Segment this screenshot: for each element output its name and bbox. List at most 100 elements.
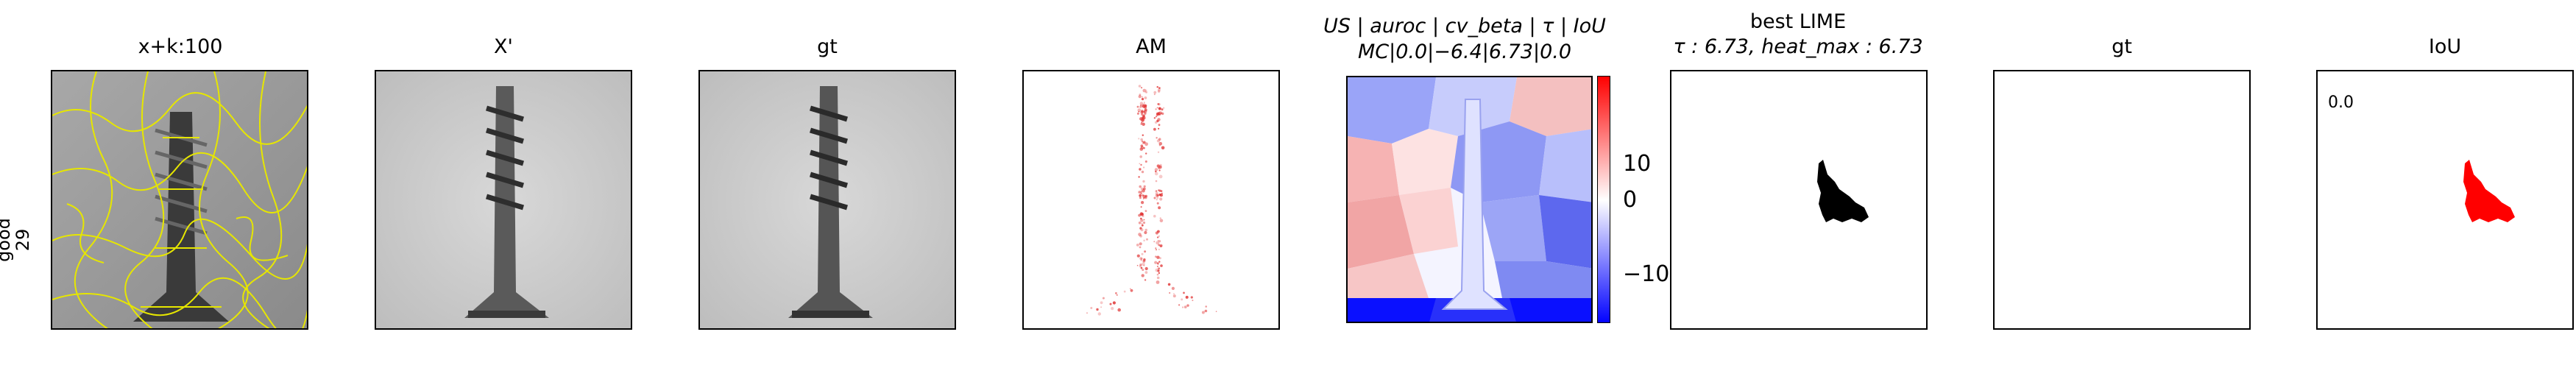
am-point bbox=[1157, 269, 1160, 272]
am-point bbox=[1156, 241, 1160, 245]
am-map-panel bbox=[1022, 70, 1280, 330]
am-point bbox=[1215, 311, 1217, 313]
am-point bbox=[1141, 201, 1144, 205]
am-point bbox=[1169, 292, 1171, 294]
am-point bbox=[1123, 290, 1126, 293]
am-point bbox=[1141, 121, 1143, 124]
am-point bbox=[1156, 280, 1160, 284]
am-point bbox=[1158, 127, 1160, 130]
am-point bbox=[1167, 283, 1171, 286]
am-point bbox=[1140, 259, 1142, 261]
am-point bbox=[1142, 194, 1144, 197]
am-point bbox=[1136, 112, 1139, 115]
am-points bbox=[1086, 85, 1217, 316]
am-point bbox=[1142, 262, 1145, 266]
am-point bbox=[1140, 206, 1142, 208]
am-point bbox=[1154, 121, 1158, 124]
am-point bbox=[1139, 227, 1142, 230]
am-point bbox=[1159, 219, 1164, 223]
panel-title-am: AM bbox=[1136, 35, 1167, 58]
colorbar-tick-label: 10 bbox=[1623, 151, 1652, 177]
am-point bbox=[1141, 141, 1144, 143]
am-point bbox=[1140, 110, 1143, 114]
am-point bbox=[1139, 197, 1142, 199]
am-point bbox=[1161, 108, 1164, 111]
am-point bbox=[1142, 259, 1146, 263]
am-point bbox=[1140, 266, 1143, 269]
am-point bbox=[1141, 87, 1142, 89]
am-point bbox=[1143, 185, 1146, 188]
am-point bbox=[1141, 252, 1144, 255]
us-heatmap-panel bbox=[1346, 76, 1593, 323]
am-point bbox=[1153, 91, 1157, 94]
am-point bbox=[1141, 170, 1144, 174]
am-point bbox=[1158, 249, 1160, 250]
am-point bbox=[1139, 246, 1142, 249]
am-point bbox=[1155, 116, 1158, 118]
am-point bbox=[1204, 309, 1208, 313]
am-point bbox=[1144, 196, 1147, 199]
am-point bbox=[1142, 198, 1144, 199]
am-point bbox=[1141, 222, 1143, 224]
am-point bbox=[1130, 289, 1133, 292]
am-point bbox=[1154, 168, 1158, 171]
am-point bbox=[1158, 87, 1161, 89]
am-point bbox=[1142, 180, 1145, 183]
am-point bbox=[1159, 217, 1161, 219]
am-point bbox=[1111, 307, 1114, 311]
am-point bbox=[1143, 146, 1145, 149]
panel-title-iou: IoU bbox=[2428, 35, 2462, 58]
am-point bbox=[1137, 108, 1142, 112]
am-point bbox=[1142, 96, 1143, 98]
am-point bbox=[1158, 113, 1160, 116]
am-point bbox=[1183, 305, 1187, 308]
am-point bbox=[1153, 127, 1156, 131]
am-point bbox=[1156, 86, 1158, 88]
am-point bbox=[1100, 301, 1103, 305]
panel-title-us-line1: US | auroc | cv_beta | τ | IoU bbox=[1323, 15, 1606, 38]
am-point bbox=[1154, 261, 1158, 264]
am-point bbox=[1156, 266, 1158, 267]
am-point bbox=[1140, 138, 1143, 141]
am-point bbox=[1140, 191, 1142, 193]
am-point bbox=[1156, 137, 1158, 139]
am-point bbox=[1157, 194, 1159, 197]
am-point bbox=[1143, 264, 1145, 266]
am-point bbox=[1157, 103, 1159, 105]
am-point bbox=[1144, 271, 1148, 274]
am-point bbox=[1161, 146, 1165, 150]
am-point bbox=[1138, 191, 1141, 194]
superpixel-edges bbox=[52, 71, 307, 328]
am-point bbox=[1154, 171, 1158, 176]
am-point bbox=[1142, 122, 1145, 126]
am-point bbox=[1139, 163, 1141, 165]
am-point bbox=[1173, 293, 1175, 294]
am-point bbox=[1190, 296, 1193, 299]
am-point bbox=[1141, 113, 1144, 116]
am-point bbox=[1139, 185, 1142, 188]
am-point bbox=[1116, 294, 1118, 296]
am-point bbox=[1145, 152, 1147, 155]
am-point bbox=[1171, 286, 1175, 290]
am-point bbox=[1142, 116, 1146, 120]
am-point bbox=[1139, 192, 1142, 194]
am-point bbox=[1143, 141, 1146, 144]
am-point bbox=[1138, 95, 1142, 99]
screw-shape bbox=[788, 86, 873, 318]
am-point bbox=[1100, 306, 1102, 308]
am-point bbox=[1181, 298, 1183, 301]
am-point bbox=[1140, 146, 1144, 149]
am-point bbox=[1156, 107, 1158, 109]
am-point bbox=[1161, 112, 1164, 116]
am-point bbox=[1143, 219, 1145, 221]
am-point bbox=[1140, 123, 1142, 125]
am-point bbox=[1109, 302, 1112, 305]
am-point bbox=[1156, 199, 1158, 201]
am-point bbox=[1144, 279, 1147, 281]
am-point bbox=[1136, 254, 1140, 258]
am-point bbox=[1155, 231, 1158, 235]
am-point bbox=[1112, 301, 1116, 305]
am-point bbox=[1129, 288, 1131, 290]
am-point bbox=[1158, 267, 1161, 270]
am-point bbox=[1158, 103, 1161, 106]
